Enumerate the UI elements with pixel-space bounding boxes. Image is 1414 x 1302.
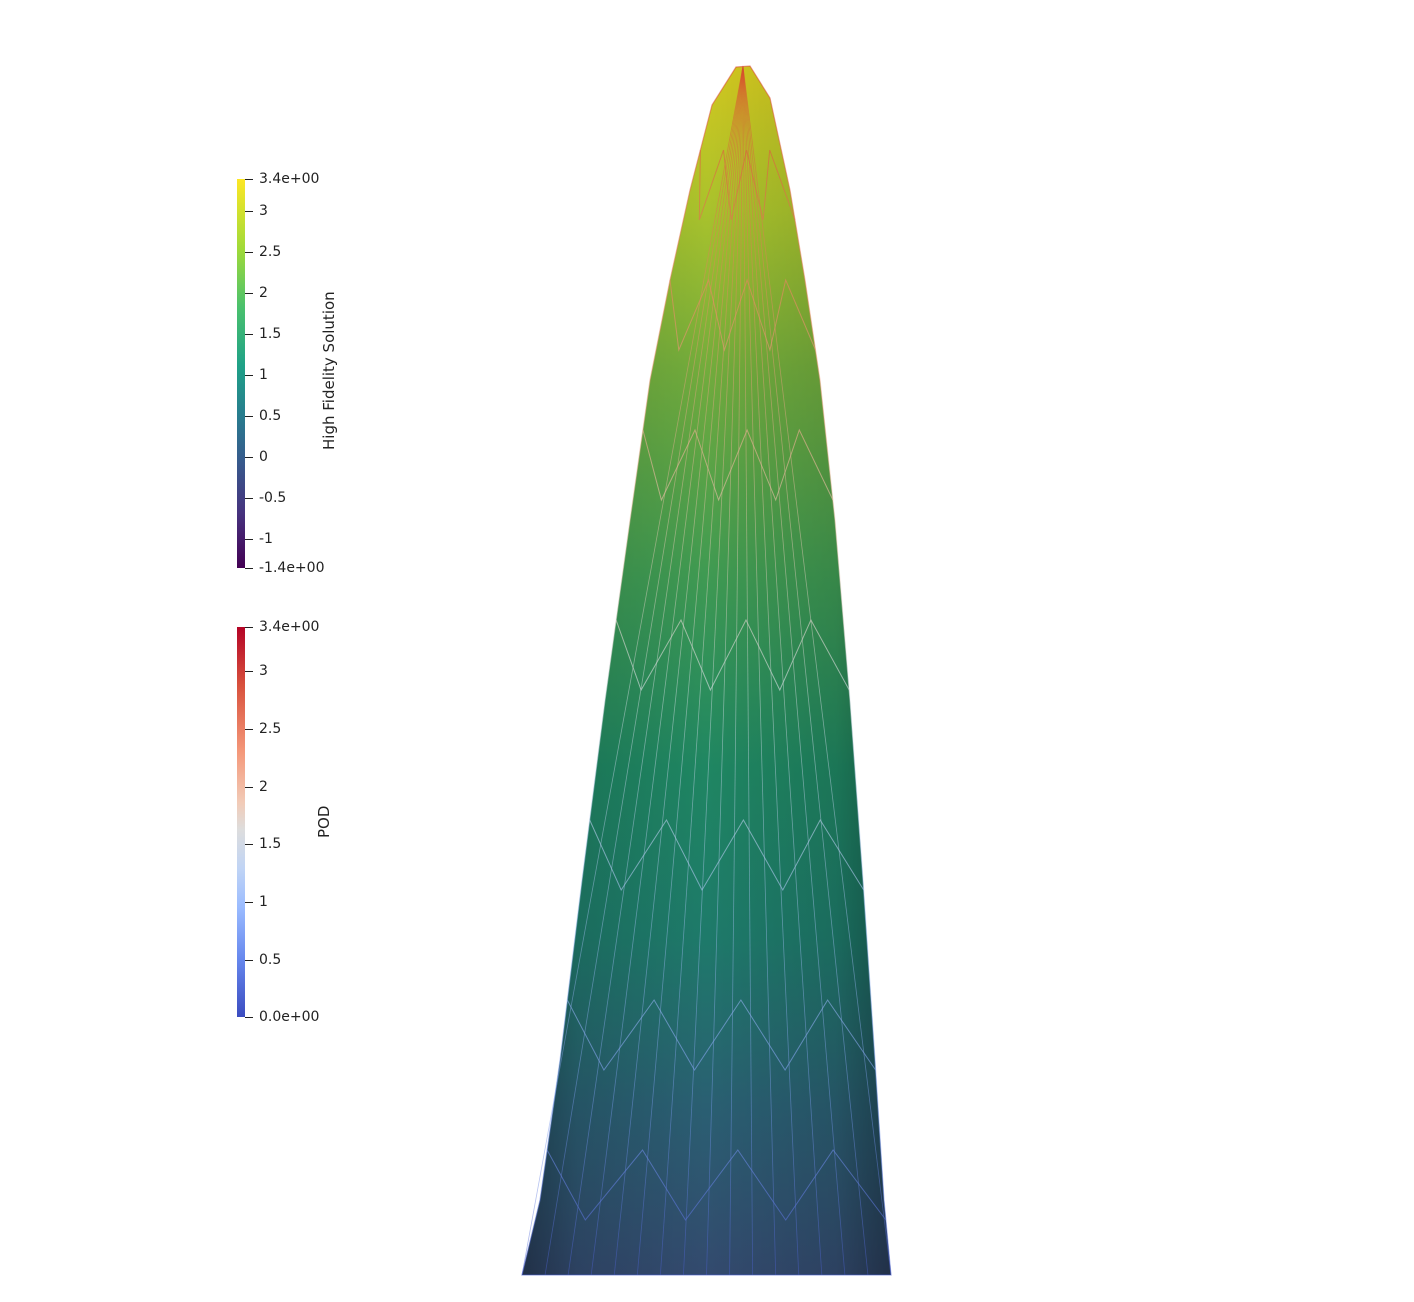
pod-color-ramp <box>237 627 245 1017</box>
hf-tick-label: 3 <box>259 203 268 219</box>
wire-edge <box>683 65 744 1276</box>
pod-tick-label: 3 <box>259 663 268 679</box>
wire-band <box>698 149 796 221</box>
wire-band <box>589 818 865 892</box>
wire-edge <box>742 65 869 1276</box>
wire-edge <box>544 65 744 1276</box>
pod-tick-label: 3.4e+00 <box>259 619 320 635</box>
wire-edge <box>742 65 846 1276</box>
wire-edge <box>636 65 744 1276</box>
pod-tick-label: 2 <box>259 779 268 795</box>
mesh-wireframe <box>521 65 892 1276</box>
high-fidelity-color-ramp <box>237 179 245 568</box>
hf-tick-label: 2.5 <box>259 244 282 260</box>
wire-band <box>669 278 816 352</box>
pod-tick-label: 2.5 <box>259 721 282 737</box>
mesh-shading <box>522 66 891 1275</box>
wire-edge <box>742 65 823 1276</box>
hf-tick-label: -0.5 <box>259 490 287 506</box>
wire-band <box>566 999 877 1071</box>
hf-tick-label: 1.5 <box>259 326 282 342</box>
wire-edge <box>521 65 744 1276</box>
hf-tick-label: -1 <box>259 531 273 547</box>
wire-edge <box>567 65 744 1276</box>
wire-edge <box>742 65 777 1276</box>
pod-tick-label: 1 <box>259 894 268 910</box>
hf-tick-label: 3.4e+00 <box>259 171 320 187</box>
wire-edge <box>613 65 744 1276</box>
wire-edge <box>742 65 892 1276</box>
pod-tick-label: 0.5 <box>259 952 282 968</box>
wire-outline <box>521 65 892 1276</box>
pod-tick-label: 1.5 <box>259 836 282 852</box>
hf-tick-label: -1.4e+00 <box>259 560 325 576</box>
wire-edge <box>729 65 744 1276</box>
hf-tick-label: 2 <box>259 285 268 301</box>
wire-band <box>615 618 850 692</box>
hf-tick-label: 1 <box>259 367 268 383</box>
hf-tick-label: 0.5 <box>259 408 282 424</box>
wire-edge <box>742 65 754 1276</box>
wire-edge <box>706 65 744 1276</box>
wire-edge <box>590 65 744 1276</box>
hf-tick-label: 0 <box>259 449 268 465</box>
wire-band <box>642 428 834 502</box>
wire-band <box>546 1149 887 1221</box>
pod-tick-label: 0.0e+00 <box>259 1009 320 1025</box>
